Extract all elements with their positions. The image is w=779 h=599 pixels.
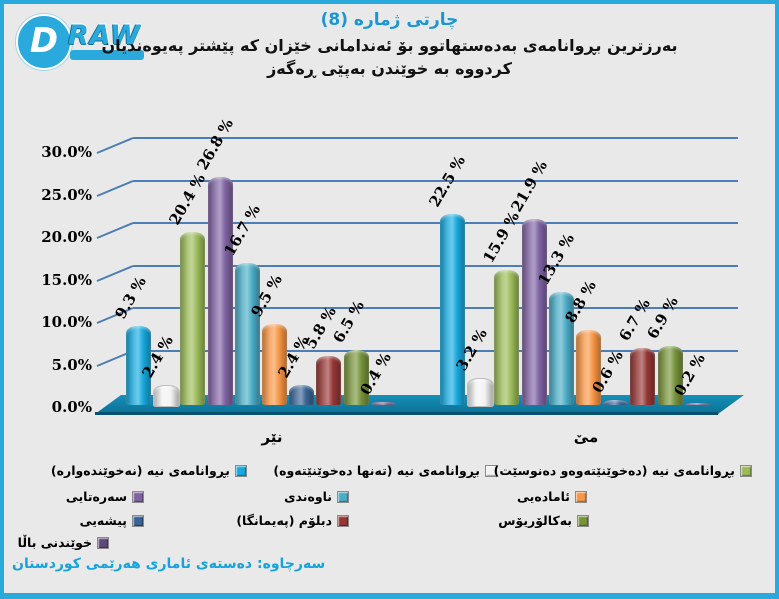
legend-label: سەرەتایی — [65, 489, 127, 504]
draw-logo-raw-text: RAW — [68, 20, 141, 51]
bar-نێر-series-8 — [316, 355, 342, 405]
y-axis-tick-label: 15.0% — [41, 270, 92, 289]
bar-مێ-series-5 — [548, 291, 574, 405]
bar-نێر-series-10 — [370, 401, 396, 405]
legend-marker-icon — [97, 536, 109, 549]
y-axis-tick-label: 5.0% — [51, 355, 92, 374]
bar-نێر-series-3 — [180, 231, 206, 405]
bar-مێ-series-7 — [603, 399, 629, 405]
bar-مێ-series-3 — [494, 269, 520, 405]
legend-label: بڕوانامەی نیە (تەنها دەخوێنێتەوە) — [273, 463, 480, 478]
legend-item-series-7: پیشەیی — [80, 513, 144, 528]
bar-data-label: 6.5 % — [329, 297, 368, 346]
bar-data-label: 9.3 % — [111, 273, 150, 322]
plot-area: 30.0% 25.0% 20.0% 15.0% 10.0% 5.0% 0.0% 9.3 % 2.… — [4, 4, 775, 464]
legend-label: بڕوانامەی نیە (نەخوێندەوارە) — [50, 463, 230, 478]
legend-item-series-3: بڕوانامەی نیە (دەخوێنێتەوەو دەنوسێت) — [494, 463, 752, 478]
bar-مێ-series-8 — [630, 348, 656, 405]
bar-مێ-series-1 — [440, 213, 465, 405]
legend-label: پیشەیی — [79, 513, 127, 528]
y-axis-tick-label: 30.0% — [41, 143, 92, 161]
bar-نێر-series-5 — [234, 263, 260, 405]
bar-نێر-series-2 — [153, 384, 181, 407]
gridline — [133, 307, 738, 309]
bar-مێ-series-10 — [684, 402, 710, 405]
bar-مێ-series-9 — [657, 346, 683, 405]
bar-data-label: 15.9 % — [479, 208, 524, 266]
draw-logo-banner — [70, 50, 144, 60]
legend-marker-icon — [235, 464, 247, 477]
legend-label: ناوەندی — [284, 489, 332, 504]
legend-label: خوێندنی باڵا — [17, 535, 92, 550]
y-axis-tick-label: 0.0% — [51, 398, 92, 416]
chart-number-title: چارتی ژماره (8) — [320, 10, 459, 30]
gridline — [133, 179, 738, 182]
category-label: نێر — [261, 428, 283, 446]
source-text: سەرچاوە: دەستەی ئاماری هەرێمی کوردستان — [12, 556, 326, 572]
legend-marker-icon — [337, 514, 349, 527]
bar-نێر-series-7 — [289, 384, 315, 405]
legend-item-series-1: بڕوانامەی نیە (نەخوێندەوارە) — [51, 463, 247, 478]
category-label: مێ — [573, 428, 599, 446]
legend-item-series-6: ئامادەیی — [517, 489, 587, 504]
bar-مێ-series-4 — [521, 218, 547, 405]
bar-نێر-series-9 — [343, 349, 369, 405]
legend-label: ئامادەیی — [517, 489, 570, 504]
gridline — [133, 349, 738, 352]
y-axis-tick-label: 25.0% — [41, 185, 92, 204]
gridline — [133, 137, 738, 139]
bar-نێر-series-4 — [207, 177, 233, 405]
bar-مێ-series-6 — [576, 330, 601, 405]
legend-marker-icon — [132, 490, 144, 503]
legend-item-series-10: خوێندنی باڵا — [18, 535, 109, 550]
legend-item-series-4: سەرەتایی — [66, 489, 144, 504]
chart-floor-front-edge — [95, 412, 718, 415]
gridline — [133, 222, 738, 224]
bar-data-label: 26.8 % — [193, 115, 237, 174]
legend-marker-icon — [577, 514, 589, 527]
legend-marker-icon — [132, 514, 144, 527]
bar-نێر-series-6 — [262, 324, 287, 405]
legend-item-series-8: دبلۆم (پەیمانگا) — [236, 513, 349, 528]
gridline-lead-in — [96, 179, 134, 197]
legend-marker-icon — [337, 490, 349, 503]
legend-marker-icon — [485, 464, 497, 477]
y-axis-tick-label: 10.0% — [41, 313, 92, 331]
y-axis-tick-label: 20.0% — [41, 228, 92, 246]
draw-logo: D RAW — [16, 12, 146, 74]
gridline-lead-in — [96, 137, 134, 154]
chart-header: چارتی ژماره (8) بەرزترین بڕوانامەی بەدەس… — [4, 10, 775, 80]
draw-logo-d-icon: D — [16, 14, 72, 70]
chart-title-line-2: کردووە بە خوێندن بەپێی ڕەگەز — [267, 59, 512, 78]
bar-data-label: 21.9 % — [507, 157, 551, 215]
legend-label: بڕوانامەی نیە (دەخوێنێتەوەو دەنوسێت) — [493, 463, 735, 478]
gridline — [133, 264, 738, 267]
legend-marker-icon — [575, 490, 587, 503]
bar-data-label: 6.7 % — [615, 295, 655, 345]
legend-marker-icon — [740, 464, 752, 477]
legend-item-series-2: بڕوانامەی نیە (تەنها دەخوێنێتەوە) — [273, 463, 497, 478]
legend-label: بەکالۆریۆس — [498, 513, 572, 528]
gridline-lead-in — [96, 264, 134, 282]
legend-label: دبلۆم (پەیمانگا) — [236, 513, 332, 528]
bar-مێ-series-2 — [467, 377, 495, 407]
gridline-lead-in — [96, 222, 134, 239]
legend-item-series-9: بەکالۆریۆس — [498, 513, 589, 528]
legend-item-series-5: ناوەندی — [284, 489, 349, 504]
chart-title-line-1: بەرزترین بڕوانامەی بەدەستهاتوو بۆ ئەندام… — [101, 36, 678, 55]
bar-نێر-series-1 — [126, 325, 151, 405]
